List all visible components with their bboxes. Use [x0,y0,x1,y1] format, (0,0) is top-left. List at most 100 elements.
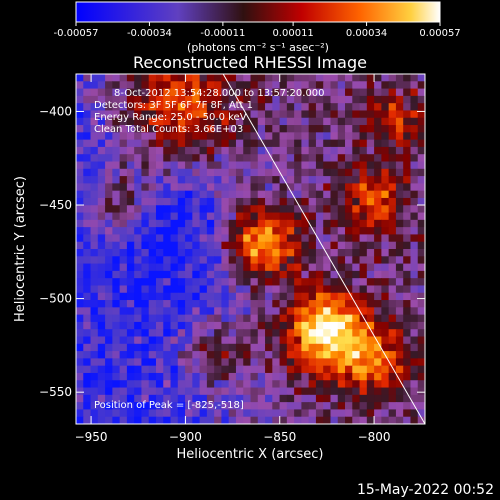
heatmap-cell [192,394,201,403]
heatmap-cell [177,394,186,403]
heatmap-cell [228,132,237,141]
heatmap-cell [337,132,346,141]
heatmap-cell [301,409,310,418]
heatmap-cell [214,190,223,199]
heatmap-cell [315,314,324,323]
heatmap-cell [395,372,404,381]
heatmap-cell [286,154,295,163]
heatmap-cell [417,197,425,206]
heatmap-cell [374,394,382,403]
heatmap-cell [417,103,425,112]
heatmap-cell [206,146,215,155]
heatmap-cell [76,278,84,287]
heatmap-cell [90,278,99,287]
heatmap-cell [330,161,339,170]
heatmap-cell [265,234,273,243]
heatmap-cell [345,409,353,418]
heatmap-cell [206,154,215,163]
heatmap-cell [97,380,106,389]
heatmap-cell [286,285,295,294]
heatmap-cell [388,88,397,97]
heatmap-cell [388,365,397,374]
heatmap-cell [134,409,143,418]
heatmap-cell [395,95,404,104]
heatmap-cell [286,278,295,287]
heatmap-cell [76,154,84,163]
heatmap-cell [388,197,397,206]
heatmap-cell [337,307,346,316]
heatmap-cell [105,197,113,206]
heatmap-cell [352,227,361,236]
heatmap-cell [105,168,113,177]
heatmap-cell [279,387,288,396]
heatmap-cell [308,300,317,308]
heatmap-cell [250,387,259,396]
heatmap-cell [345,307,353,316]
heatmap-cell [294,190,302,199]
heatmap-cell [265,125,273,133]
heatmap-cell [410,103,419,112]
heatmap-cell [185,234,193,243]
heatmap-cell [235,212,244,221]
heatmap-cell [119,321,128,330]
heatmap-cell [141,314,150,323]
heatmap-cell [388,168,397,177]
heatmap-cell [294,241,302,250]
heatmap-cell [265,336,273,345]
heatmap-cell [286,183,295,192]
heatmap-cell [337,74,346,82]
heatmap-cell [279,329,288,338]
heatmap-cell [83,95,92,104]
heatmap-cell [359,402,368,411]
heatmap-cell [345,380,353,389]
heatmap-cell [185,285,193,294]
heatmap-cell [359,205,368,214]
heatmap-cell [374,249,382,257]
heatmap-cell [83,117,92,126]
heatmap-cell [243,387,252,396]
heatmap-cell [148,380,157,389]
heatmap-cell [105,249,113,257]
heatmap-cell [126,336,135,345]
heatmap-cell [417,300,425,308]
heatmap-cell [76,307,84,316]
heatmap-cell [228,88,237,97]
heatmap-cell [97,110,106,119]
heatmap-cell [308,161,317,170]
heatmap-cell [192,241,201,250]
heatmap-cell [272,227,281,236]
heatmap-cell [323,81,332,90]
heatmap-cell [395,190,404,199]
heatmap-cell [112,183,121,192]
heatmap-cell [359,132,368,141]
heatmap-cell [403,270,412,279]
heatmap-cell [395,146,404,155]
heatmap-cell [228,95,237,104]
colorbar [75,1,441,23]
heatmap-cell [243,234,252,243]
heatmap-cell [265,329,273,338]
heatmap-cell [243,380,252,389]
heatmap-cell [177,219,186,228]
heatmap-cell [381,190,390,199]
heatmap-cell [301,139,310,148]
heatmap-cell [199,314,208,323]
heatmap-cell [279,285,288,294]
heatmap-cell [330,154,339,163]
heatmap-cell [366,139,375,148]
heatmap-cell [366,285,375,294]
heatmap-cell [395,358,404,367]
heatmap-cell [265,139,273,148]
heatmap-cell [206,409,215,418]
heatmap-cell [243,183,252,192]
heatmap-cell [112,168,121,177]
heatmap-cell [76,146,84,155]
heatmap-cell [134,358,143,367]
heatmap-cell [359,380,368,389]
heatmap-cell [199,183,208,192]
y-axis-ticks: −400−450−500−550 [39,104,425,399]
heatmap-cell [279,256,288,265]
heatmap-cell [286,336,295,345]
heatmap-cell [199,197,208,206]
heatmap-cell [286,394,295,403]
